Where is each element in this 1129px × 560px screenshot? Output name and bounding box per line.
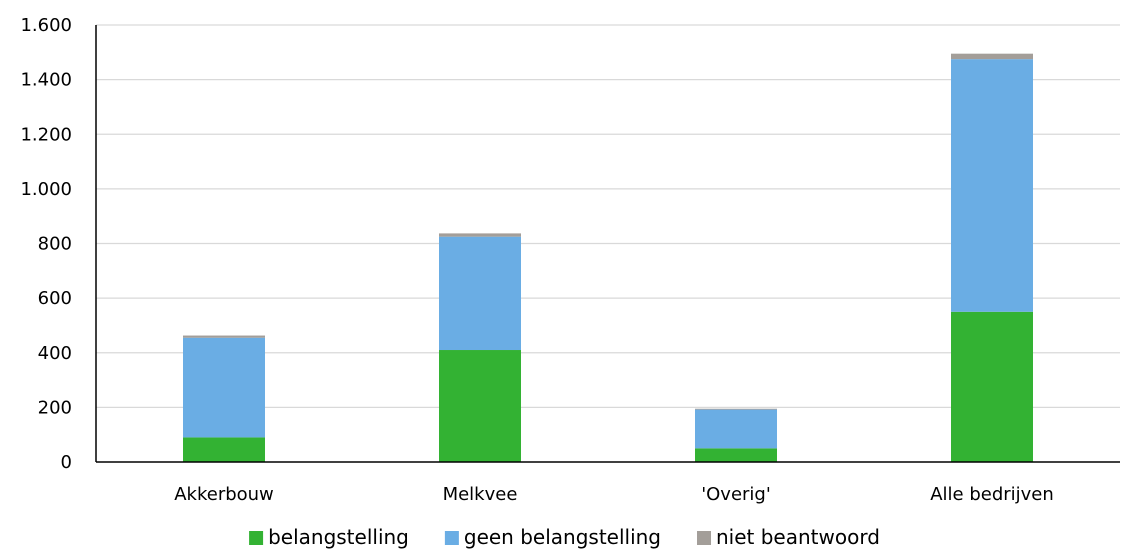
x-tick-label: Melkvee (443, 484, 518, 505)
legend-label: geen belangstelling (464, 525, 661, 549)
legend-label: niet beantwoord (716, 525, 880, 549)
bar-segment (951, 59, 1033, 312)
x-axis-tick-labels: Akkerbouw Melkvee 'Overig' Alle bedrijven (174, 484, 1054, 505)
y-tick-label: 0 (61, 452, 72, 473)
x-tick-label: 'Overig' (701, 484, 771, 505)
y-tick-label: 1.000 (20, 179, 72, 200)
gridlines (96, 24, 1120, 408)
y-tick-label: 1.600 (20, 15, 72, 36)
x-tick-label: Akkerbouw (174, 484, 274, 505)
bar-segment (183, 335, 265, 338)
bar-segment (439, 350, 521, 462)
bar-segment (183, 337, 265, 438)
y-axis-tick-labels: 0 200 400 600 800 1.000 1.200 1.400 1.600 (20, 15, 72, 473)
bar-segment (951, 53, 1033, 60)
y-tick-label: 600 (38, 288, 72, 309)
legend-label: belangstelling (268, 525, 409, 549)
axes (95, 25, 1120, 463)
bar-segment (439, 233, 521, 237)
bar-segment (695, 408, 777, 410)
bar-segment (183, 437, 265, 462)
legend-swatch (444, 531, 459, 545)
x-tick-label: Alle bedrijven (930, 484, 1054, 505)
y-tick-label: 400 (38, 343, 72, 364)
bars (183, 53, 1033, 462)
bar-segment (951, 311, 1033, 462)
legend-swatch (697, 531, 712, 545)
legend-swatch (249, 531, 264, 545)
bar-segment (695, 409, 777, 449)
y-tick-label: 200 (38, 397, 72, 418)
y-tick-label: 800 (38, 234, 72, 255)
legend: belangstelling geen belangstelling niet be… (249, 525, 880, 549)
bar-segment (439, 236, 521, 351)
y-tick-label: 1.200 (20, 124, 72, 145)
bar-segment (695, 448, 777, 462)
y-tick-label: 1.400 (20, 70, 72, 91)
